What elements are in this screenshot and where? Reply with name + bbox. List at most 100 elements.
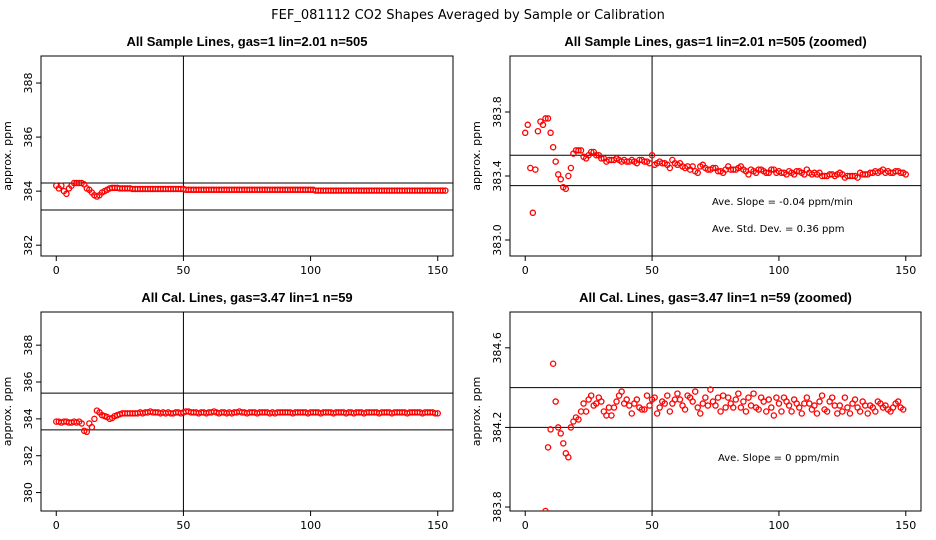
data-point: [656, 404, 663, 411]
data-point: [598, 398, 605, 405]
data-point: [532, 166, 539, 173]
x-tick-label: 50: [645, 264, 659, 277]
data-point: [839, 408, 846, 415]
data-point: [431, 410, 439, 417]
data-point: [768, 404, 775, 411]
plot-frame: [509, 311, 922, 512]
x-tick-label: 150: [895, 519, 916, 532]
data-point: [524, 121, 532, 129]
data-point: [818, 392, 826, 399]
data-point: [638, 406, 646, 413]
chart-title: All Cal. Lines, gas=3.47 lin=1 n=59: [141, 290, 352, 305]
chart-annotation: Ave. Slope = -0.04 ppm/min: [712, 197, 853, 208]
data-point: [697, 410, 704, 417]
data-point: [565, 172, 572, 180]
data-point: [689, 398, 696, 405]
data-point: [593, 151, 600, 159]
x-tick-label: 100: [768, 264, 789, 277]
data-point: [902, 171, 910, 178]
x-tick-label: 100: [768, 519, 789, 532]
plot-frame: [40, 55, 454, 257]
plot-frame: [40, 311, 454, 512]
data-point: [899, 406, 907, 413]
data-point: [773, 394, 780, 401]
data-point: [719, 392, 727, 399]
y-tick-label: 384.6: [491, 332, 504, 364]
data-point: [565, 454, 572, 461]
y-tick-label: 384.2: [491, 412, 504, 444]
data-point: [811, 402, 818, 409]
data-point: [861, 402, 869, 409]
data-point: [747, 402, 755, 409]
data-point: [580, 400, 587, 407]
data-point: [58, 182, 65, 189]
data-point: [560, 440, 567, 447]
data-point: [735, 390, 742, 397]
data-point: [666, 164, 674, 172]
data-point: [856, 408, 864, 415]
data-point: [554, 424, 562, 431]
data-point: [788, 408, 795, 415]
y-tick-label: 383.8: [491, 96, 504, 128]
data-point: [653, 410, 661, 417]
x-tick-label: 0: [522, 264, 529, 277]
data-point: [762, 408, 770, 415]
data-point: [841, 394, 849, 401]
data-point: [88, 423, 96, 431]
y-tick-label: 386: [22, 372, 35, 393]
data-point: [608, 412, 615, 419]
data-point: [730, 404, 737, 411]
data-point: [691, 388, 699, 395]
data-point: [765, 396, 773, 403]
y-tick-label: 388: [22, 335, 35, 356]
data-point: [529, 209, 537, 217]
data-point: [785, 402, 793, 409]
data-point: [603, 412, 610, 419]
data-point: [828, 394, 836, 401]
y-axis-label: approx. ppm: [470, 377, 483, 447]
data-point: [549, 360, 557, 367]
data-point: [712, 402, 719, 409]
data-point: [694, 169, 701, 177]
data-point: [770, 412, 778, 419]
data-point: [577, 147, 585, 154]
data-point: [552, 158, 559, 165]
x-tick-label: 0: [522, 519, 529, 532]
data-point: [813, 410, 821, 417]
data-point: [694, 404, 701, 411]
data-point: [648, 151, 656, 159]
x-tick-label: 100: [300, 519, 321, 532]
data-point: [854, 174, 861, 181]
data-point: [544, 444, 552, 451]
data-point: [562, 185, 570, 193]
y-tick-label: 384: [22, 408, 35, 429]
data-point: [623, 396, 630, 403]
data-point: [610, 404, 618, 411]
x-tick-label: 100: [300, 264, 321, 277]
y-tick-label: 380: [22, 482, 35, 503]
data-point: [803, 394, 811, 401]
plot-frame: [509, 55, 922, 257]
data-point: [709, 164, 717, 172]
data-point: [439, 187, 447, 194]
data-point: [775, 400, 783, 407]
data-point: [643, 392, 651, 399]
data-points: [53, 407, 441, 436]
data-point: [557, 175, 564, 183]
data-point: [742, 408, 750, 415]
data-point: [750, 390, 757, 397]
data-point: [534, 127, 542, 135]
data-point: [91, 415, 98, 423]
data-point: [567, 424, 575, 431]
data-point: [831, 402, 838, 409]
chart-panel-4: All Cal. Lines, gas=3.47 lin=1 n=59 (zoo…: [470, 290, 922, 532]
data-point: [666, 408, 674, 415]
data-point: [745, 394, 752, 401]
x-tick-label: 0: [53, 264, 60, 277]
data-point: [661, 400, 669, 407]
data-point: [577, 408, 585, 415]
data-point: [567, 164, 575, 172]
data-point: [63, 190, 70, 198]
figure-suptitle: FEF_081112 CO2 Shapes Averaged by Sample…: [271, 8, 665, 23]
